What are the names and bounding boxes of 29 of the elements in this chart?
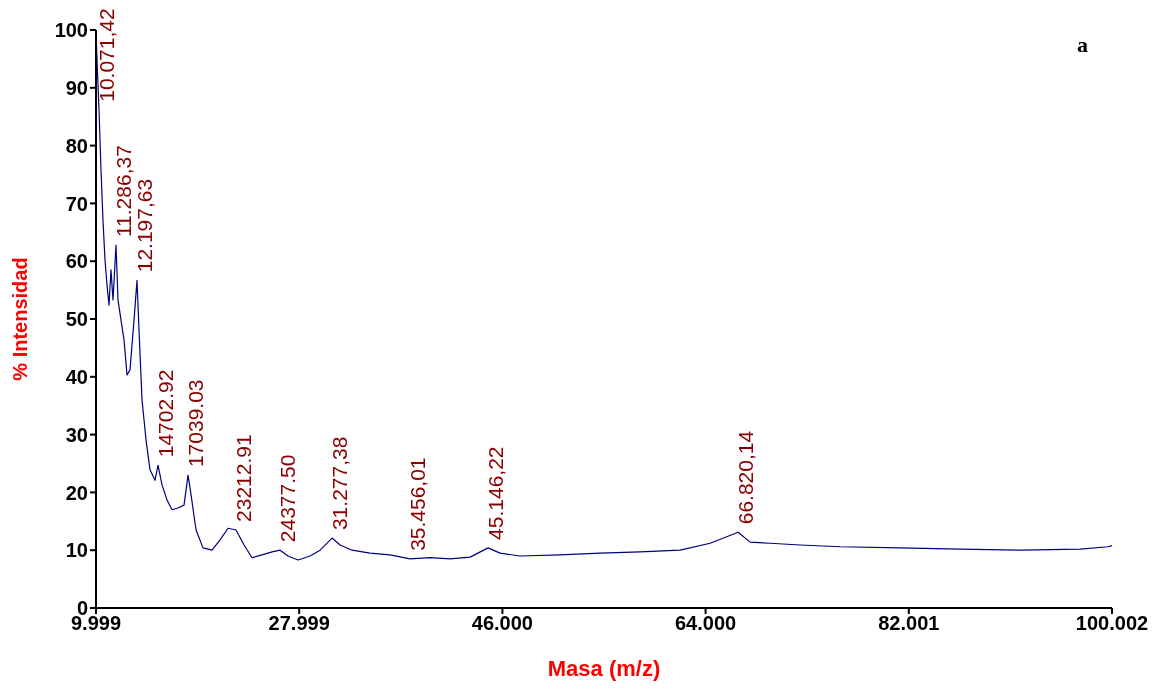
annotation: 11.286,37 (111, 145, 135, 238)
y-tick-label: 80 (65, 134, 88, 157)
y-tick-label: 30 (65, 423, 88, 446)
annotation: 14702.92 (153, 369, 177, 458)
x-tick-label: 46.000 (471, 612, 533, 635)
y-tick-label: 70 (65, 192, 88, 215)
annotation: 17039.03 (183, 379, 207, 468)
y-tick-label: 20 (65, 481, 88, 504)
annotation: 12.197,63 (132, 178, 156, 273)
y-tick-label: 100 (54, 19, 88, 42)
annotation: 35.456,01 (405, 457, 429, 551)
annotation: 45.146,22 (483, 446, 507, 540)
x-tick-label: 100.002 (1075, 612, 1149, 635)
x-tick-label: 64.000 (675, 612, 737, 635)
annotation: a (1077, 32, 1088, 58)
y-tick-label: 40 (65, 365, 88, 388)
x-axis-title: Masa (m/z) (547, 656, 661, 681)
annotation: 66.820,14 (733, 430, 757, 525)
annotation: 10.071,42 (94, 8, 118, 102)
x-tick-label: 82.001 (878, 612, 940, 635)
y-tick-label: 10 (65, 539, 88, 562)
y-axis-title: % Intensidad (9, 257, 32, 381)
y-tick-label: 50 (65, 308, 88, 331)
annotation: 23212.91 (231, 434, 255, 522)
x-tick-label: 27.999 (268, 612, 330, 635)
y-tick-label: 90 (65, 76, 88, 99)
y-tick-label: 60 (65, 250, 88, 273)
annotation: 24377.50 (275, 454, 299, 543)
annotation: 31.277,38 (327, 436, 351, 531)
